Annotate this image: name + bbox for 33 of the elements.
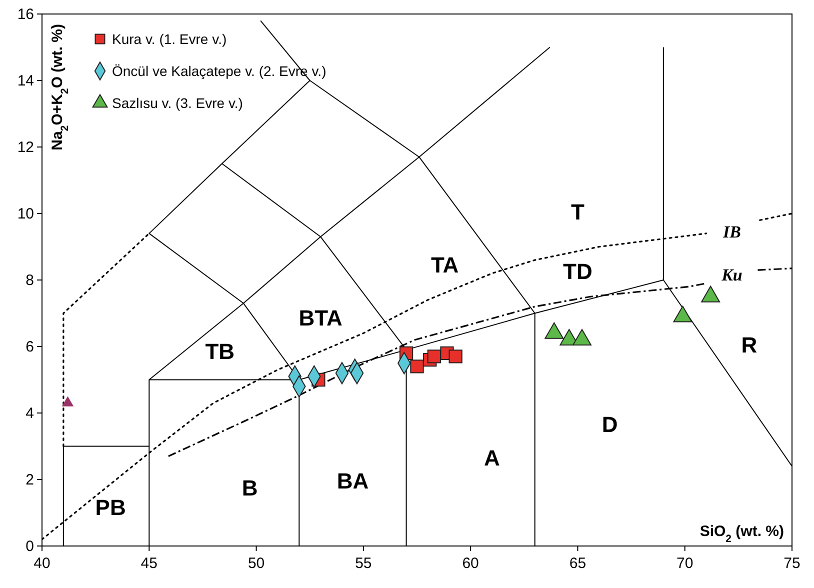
x-tick-label: 65 — [569, 555, 586, 572]
annotation: BA — [336, 468, 369, 494]
y-tick-label: 14 — [17, 72, 34, 90]
annotation: Ku — [720, 266, 742, 285]
x-tick-label: 75 — [784, 555, 800, 572]
x-tick-label: 60 — [462, 555, 479, 572]
y-tick-label: 12 — [17, 139, 34, 156]
x-tick-label: 70 — [676, 555, 694, 572]
x-tick-label: 40 — [34, 555, 50, 572]
x-tick-label: 55 — [355, 555, 372, 572]
annotation: PB — [95, 495, 126, 520]
y-tick-label: 16 — [17, 6, 34, 23]
annotation: TD — [563, 259, 592, 284]
annotation: TA — [431, 252, 459, 278]
y-tick-label: 6 — [26, 338, 34, 356]
legend-label: Kura v. (1. Evre v.) — [112, 31, 227, 47]
x-axis-title: SiO$_{2}$ (wt. %) — [700, 523, 784, 545]
annotation: IB — [722, 222, 741, 242]
y-tick-label: 10 — [17, 206, 34, 222]
legend-label: Sazlısu v. (3. Evre v.) — [112, 95, 243, 111]
y-tick-label: 8 — [26, 272, 34, 289]
y-tick-label: 0 — [26, 538, 34, 555]
annotation: A — [484, 445, 500, 470]
annotation: BTA — [298, 306, 342, 331]
annotation: D — [602, 412, 618, 438]
y-tick-label: 2 — [26, 472, 34, 488]
x-tick-label: 50 — [248, 555, 265, 572]
y-tick-label: 4 — [26, 405, 34, 422]
annotation: T — [570, 199, 585, 224]
annotation: R — [741, 332, 758, 358]
x-tick-label: 45 — [140, 555, 158, 572]
annotation: B — [242, 475, 258, 500]
annotation: TB — [205, 338, 235, 364]
